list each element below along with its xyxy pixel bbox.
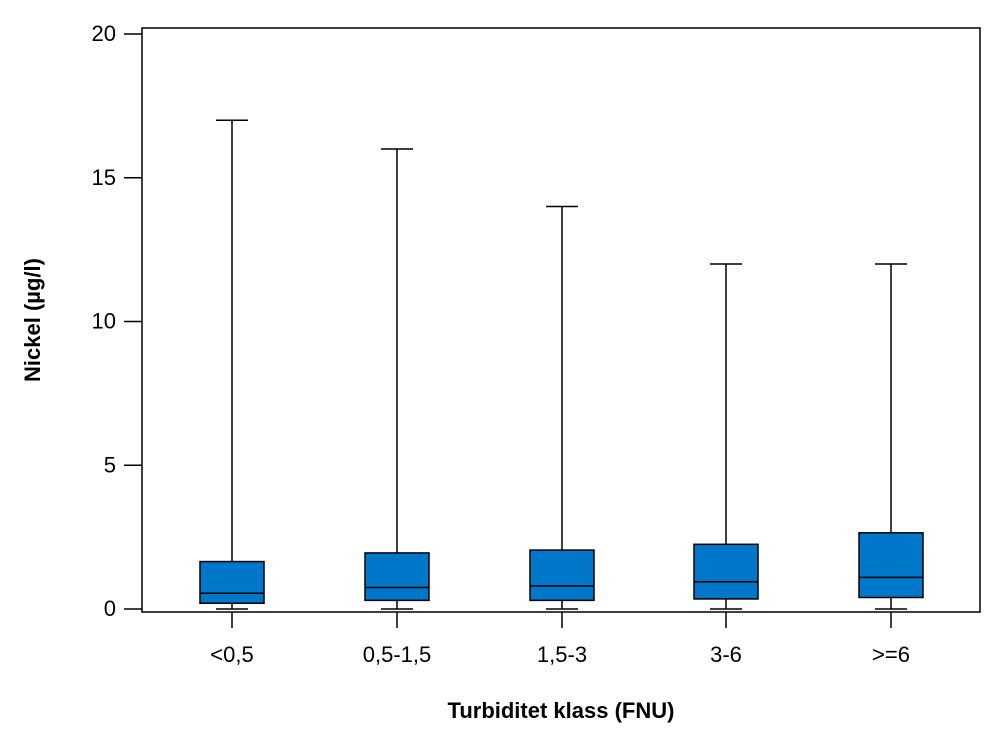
y-tick-label: 0 <box>104 596 116 621</box>
x-tick-label: 1,5-3 <box>537 642 587 667</box>
box-group <box>529 205 595 610</box>
x-tick-label: >=6 <box>872 642 910 667</box>
x-tick-label: <0,5 <box>210 642 253 667</box>
iqr-box <box>858 532 924 599</box>
y-tick-label: 20 <box>92 21 116 46</box>
iqr-box <box>693 543 759 600</box>
box-group <box>199 119 265 610</box>
y-tick-label: 15 <box>92 165 116 190</box>
iqr-box <box>529 549 595 602</box>
plot-frame <box>141 27 981 613</box>
x-tick-label: 3-6 <box>710 642 742 667</box>
box-group <box>364 148 430 610</box>
iqr-box <box>199 560 265 604</box>
iqr-box <box>364 552 430 602</box>
y-axis-title: Nickel (µg/l) <box>20 258 45 382</box>
box-group <box>858 263 924 610</box>
y-tick-label: 5 <box>104 452 116 477</box>
x-axis-title: Turbiditet klass (FNU) <box>448 698 675 723</box>
box-group <box>693 263 759 610</box>
x-tick-label: 0,5-1,5 <box>363 642 432 667</box>
y-tick-label: 10 <box>92 309 116 334</box>
